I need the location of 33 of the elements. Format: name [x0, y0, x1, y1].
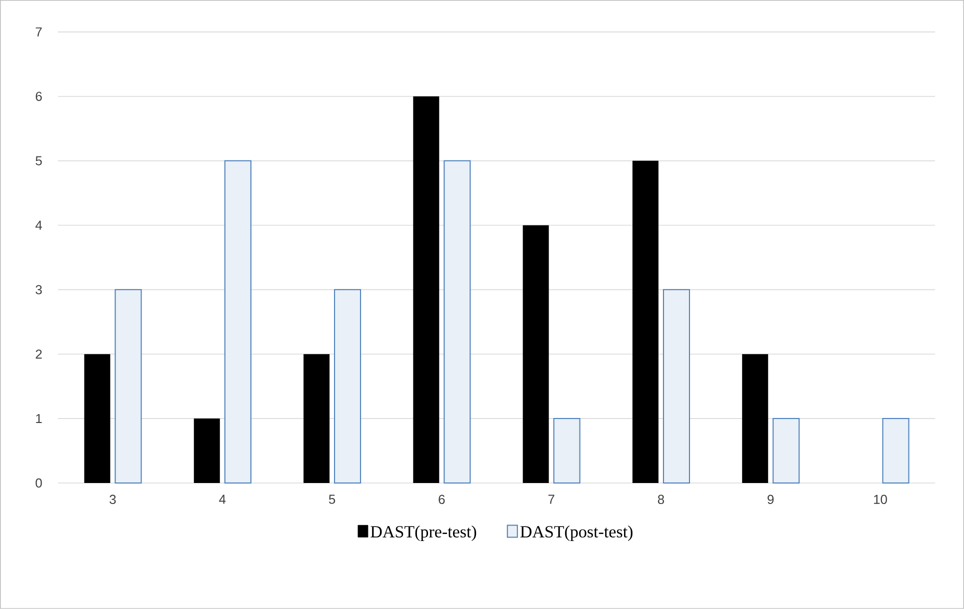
- bar: [304, 354, 330, 484]
- bar: [413, 96, 440, 484]
- x-tick-label: 4: [219, 494, 226, 504]
- bar: [632, 160, 658, 484]
- y-tick-label: 2: [36, 350, 42, 359]
- bar: [334, 289, 362, 484]
- y-tick-label: 0: [36, 478, 42, 488]
- legend-label: DAST(post-test): [520, 526, 632, 541]
- x-tick-label: 5: [328, 494, 336, 504]
- bar: [522, 225, 549, 484]
- bar: [444, 160, 471, 484]
- y-tick-label: 4: [35, 220, 42, 230]
- x-tick-label: 8: [658, 494, 664, 504]
- bar: [84, 354, 110, 484]
- y-tick-label: 7: [36, 27, 42, 36]
- bar: [882, 418, 910, 484]
- bar: [114, 289, 142, 484]
- y-tick-label: 6: [36, 92, 42, 101]
- x-tick-label: 3: [110, 494, 116, 504]
- y-tick-label: 1: [36, 414, 42, 424]
- bar: [224, 160, 252, 484]
- y-tick-label: 3: [36, 285, 42, 294]
- legend-label: DAST(pre-test): [370, 526, 476, 541]
- x-tick-label: 10: [874, 494, 887, 504]
- bar: [742, 354, 768, 484]
- x-tick-label: 7: [548, 494, 554, 504]
- bar: [553, 418, 580, 484]
- bar: [194, 418, 220, 484]
- bar: [662, 289, 690, 484]
- bar: [772, 418, 800, 484]
- x-tick-label: 9: [768, 494, 774, 504]
- x-tick-label: 6: [438, 494, 445, 504]
- y-tick-label: 5: [36, 156, 42, 166]
